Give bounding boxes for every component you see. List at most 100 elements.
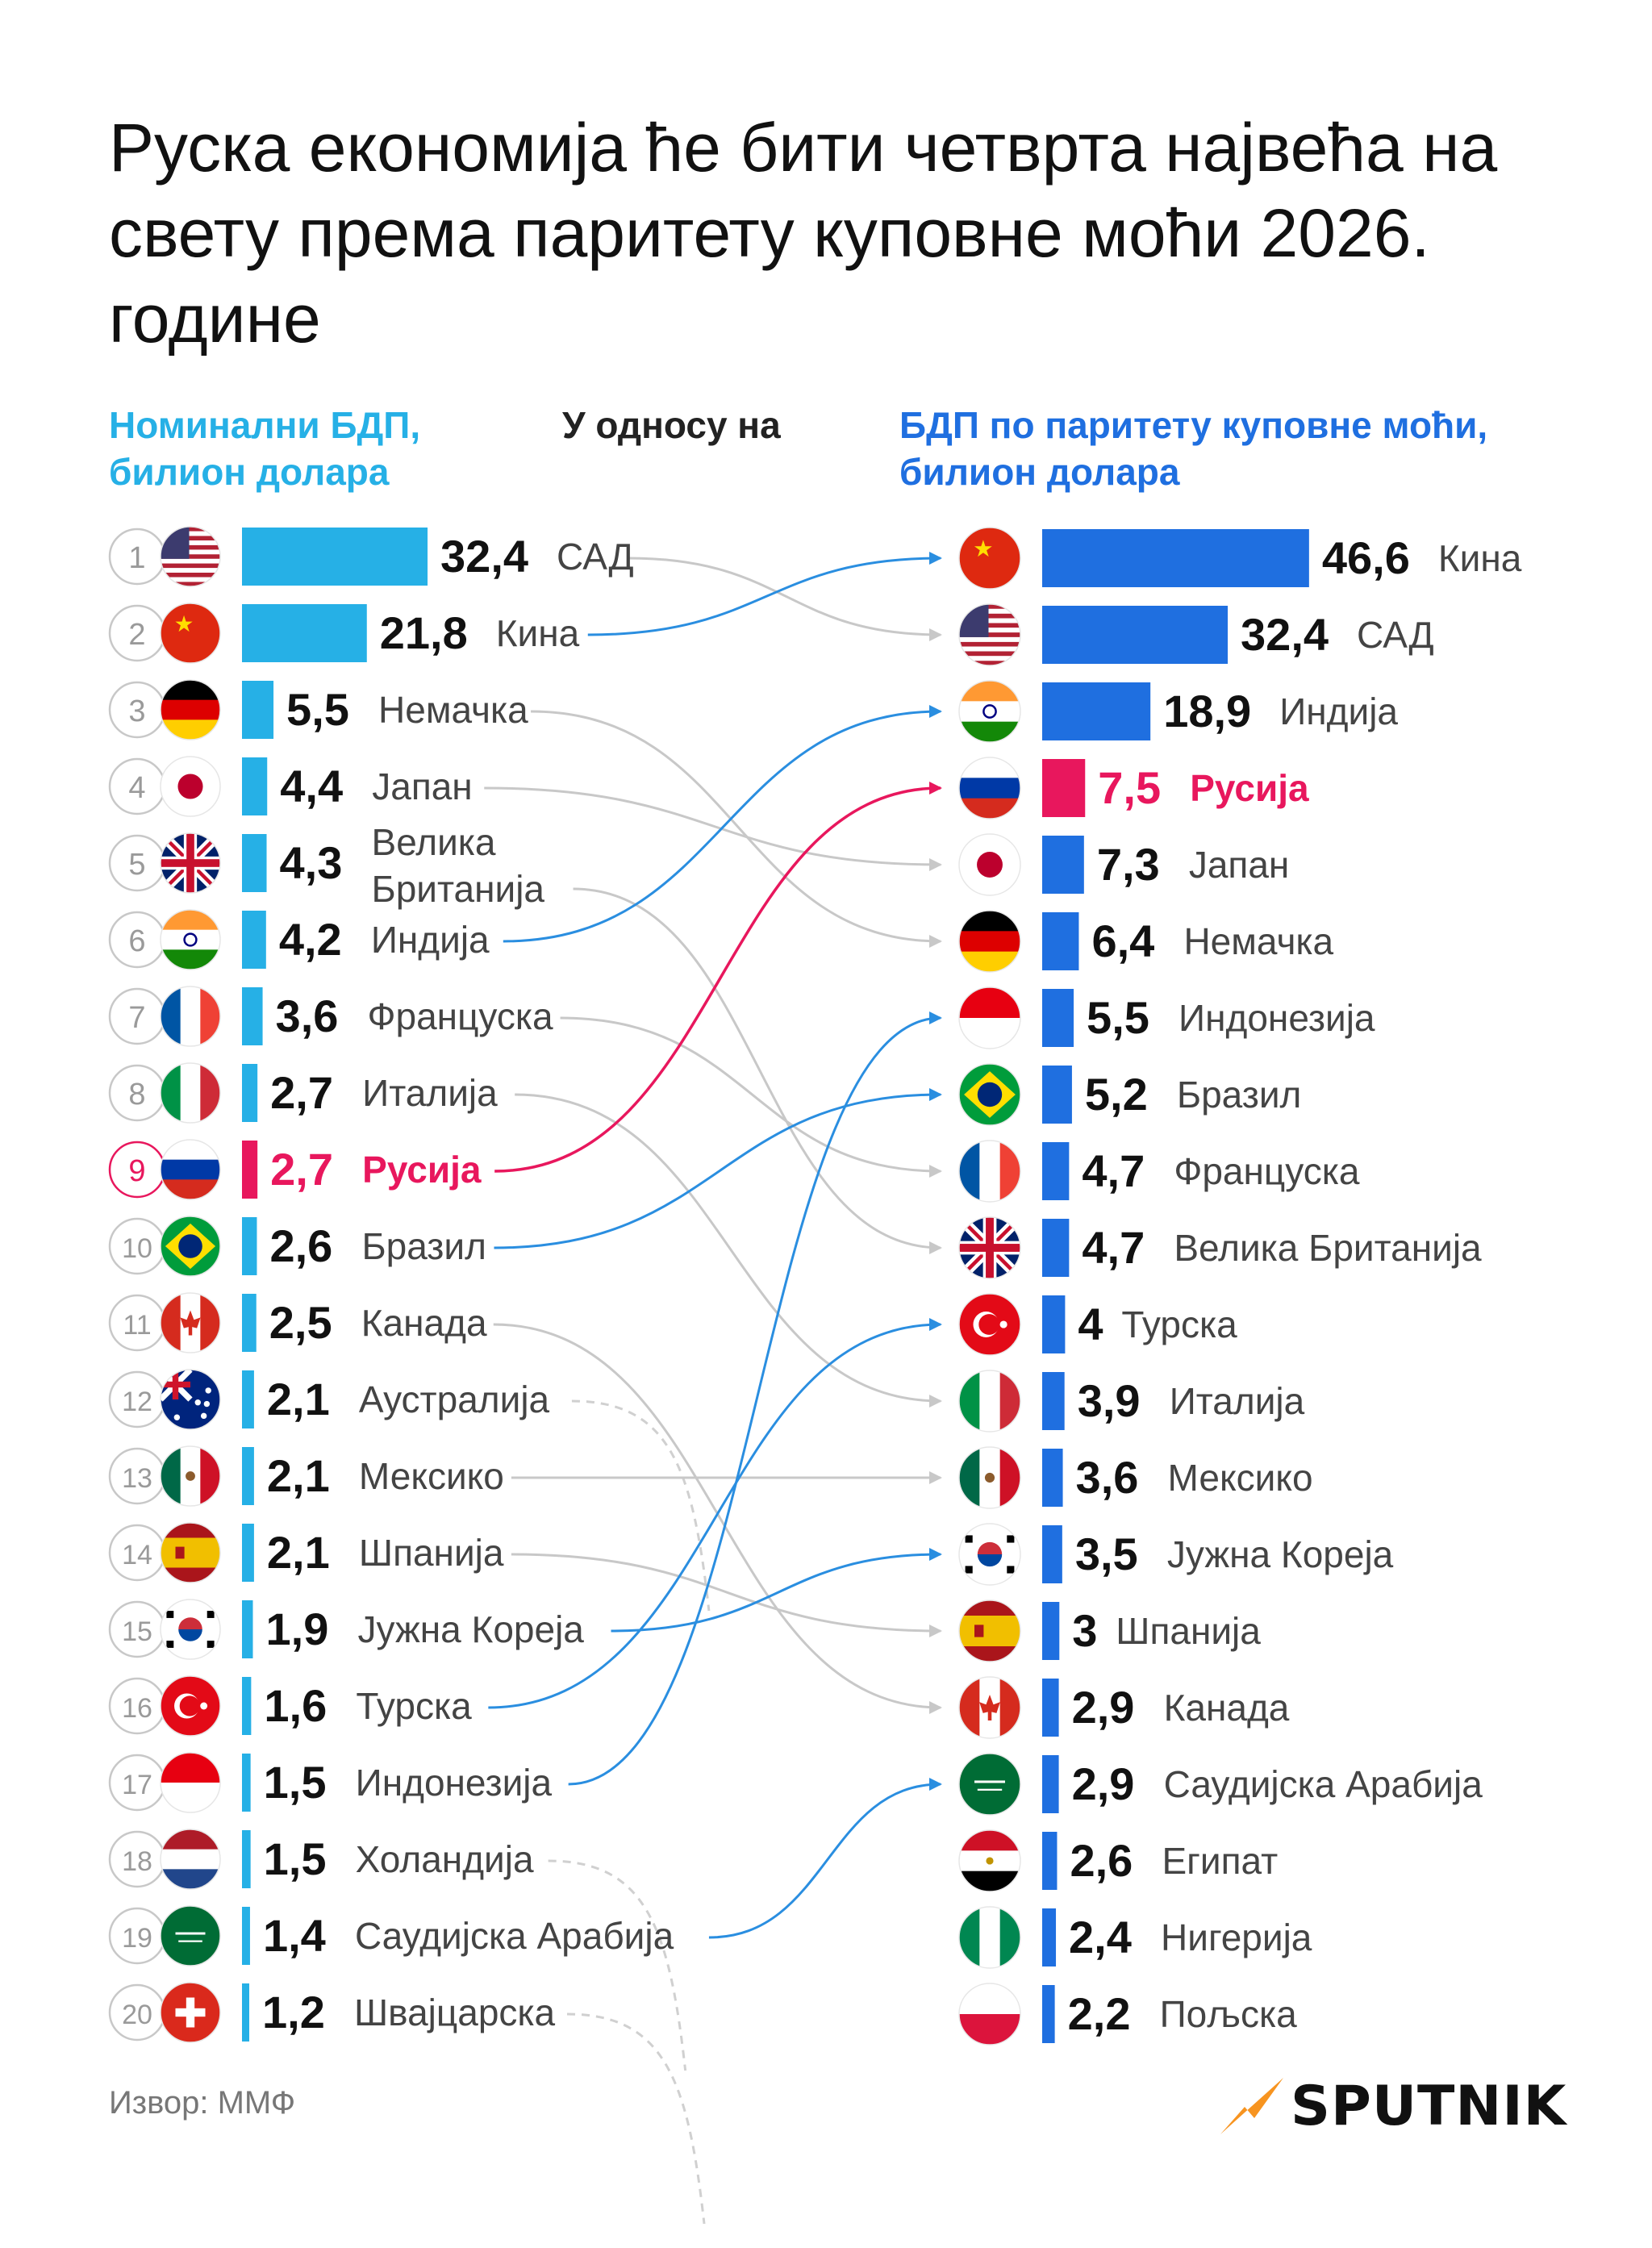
value-label: 2,7 — [270, 1067, 333, 1118]
sa-flag — [160, 1905, 221, 1966]
ng-flag — [958, 1906, 1021, 1969]
connector-line — [531, 710, 941, 943]
ppp-bar — [1042, 989, 1074, 1047]
rank-number: 18 — [122, 1846, 152, 1877]
right-row: 18,9 Индија — [958, 680, 1398, 743]
value-label: 4 — [1078, 1299, 1103, 1349]
left-row: 17 1,5 Индонезија — [108, 1752, 553, 1813]
in-flag — [160, 909, 221, 970]
right-row: 7,3 Јапан — [958, 833, 1289, 896]
left-row: 18 1,5 Холандија — [108, 1829, 534, 1890]
connector-line — [587, 557, 941, 636]
value-label: 1,6 — [264, 1680, 327, 1731]
value-label: 4,3 — [280, 837, 343, 888]
id-flag — [160, 1752, 221, 1813]
connector-line-dropped — [566, 2012, 706, 2225]
right-row: 5,2 Бразил — [958, 1063, 1301, 1126]
connector-arrow — [929, 1011, 942, 1024]
tr-flag — [160, 1675, 221, 1737]
value-label: 1,2 — [262, 1987, 325, 2037]
ppp-bar — [1042, 1832, 1058, 1890]
rank-number: 4 — [128, 771, 145, 805]
connector-line — [511, 1553, 941, 1633]
left-row: 10 2,6 Бразил — [108, 1216, 486, 1277]
kr-flag — [160, 1599, 221, 1660]
country-label: Саудијска Арабија — [1164, 1763, 1483, 1805]
connector-line — [494, 786, 941, 1173]
country-label: Британија — [372, 868, 545, 910]
sputnik-logo: SPUTNIK — [1291, 2075, 1567, 2138]
country-label: Мексико — [1168, 1457, 1313, 1499]
country-label: Немачка — [378, 689, 528, 731]
connector-line — [573, 887, 941, 1249]
country-label: Француска — [368, 995, 554, 1037]
left-row: 20 1,2 Швајцарска — [108, 1982, 556, 2043]
rank-number: 1 — [128, 541, 145, 575]
ppp-bar — [1042, 606, 1229, 664]
nominal-bar — [242, 1600, 253, 1658]
ppp-bar — [1042, 1295, 1066, 1353]
connector-line — [560, 1016, 941, 1173]
value-label: 2,5 — [269, 1297, 332, 1348]
nominal-bar — [242, 1370, 254, 1428]
br-flag — [160, 1216, 221, 1277]
source-note: Извор: ММФ — [109, 2085, 296, 2121]
ppp-bar — [1042, 1985, 1055, 2043]
value-label: 5,5 — [286, 684, 349, 735]
country-label: Јужна Кореја — [1167, 1533, 1394, 1575]
value-label: 4,7 — [1082, 1145, 1145, 1196]
ppp-bar — [1042, 682, 1151, 740]
connector-line — [488, 1323, 941, 1709]
connector-arrow — [929, 1778, 942, 1791]
ppp-bar — [1042, 529, 1309, 587]
value-label: 1,9 — [265, 1604, 328, 1654]
left-row: 12 2,1 Аустралија — [108, 1369, 550, 1430]
it-flag — [958, 1370, 1021, 1433]
left-row: 2 ★ 21,8 Кина — [108, 603, 580, 664]
rank-number: 7 — [128, 1001, 145, 1035]
connector-arrow — [929, 782, 942, 795]
nominal-bar — [242, 1524, 254, 1582]
value-label: 7,3 — [1097, 839, 1160, 890]
nominal-gdp-column: 1 32,4 САД 2 ★ 21,8 Кина 3 5,5 Немачка 4 4,4 Јапан 5 4… — [108, 526, 674, 2043]
value-label: 2,6 — [1070, 1835, 1133, 1886]
rank-number: 8 — [128, 1078, 145, 1111]
ppp-bar — [1042, 1449, 1063, 1507]
rank-number: 6 — [128, 924, 145, 958]
nominal-bar — [242, 1064, 258, 1122]
svg-text:★: ★ — [973, 536, 994, 562]
right-row: 2,2 Пољска — [958, 1983, 1297, 2046]
country-label: Јапан — [372, 765, 472, 807]
country-label: Аустралија — [359, 1378, 550, 1420]
country-label: Пољска — [1160, 1993, 1297, 2035]
left-column-header: Номинални БДП, билион долара — [109, 404, 421, 493]
connector-line-dropped — [548, 1859, 687, 2071]
ppp-bar — [1042, 1755, 1059, 1813]
value-label: 2,7 — [270, 1144, 333, 1195]
cn-flag: ★ — [958, 527, 1021, 590]
connector-line — [494, 1093, 941, 1249]
right-row: 4,7 Велика Британија — [958, 1216, 1482, 1279]
ppp-bar — [1042, 912, 1079, 970]
in-flag — [958, 680, 1021, 743]
ppp-bar — [1042, 1679, 1059, 1737]
right-row: 3,5 Јужна Кореја — [958, 1523, 1394, 1586]
fr-flag — [160, 986, 221, 1047]
value-label: 5,5 — [1087, 992, 1149, 1043]
value-label: 32,4 — [1241, 609, 1329, 660]
ru-flag — [160, 1139, 221, 1200]
right-row: 2,9 Канада — [958, 1676, 1290, 1739]
mx-flag — [958, 1446, 1021, 1509]
country-label: Индонезија — [356, 1762, 553, 1804]
ca-flag — [160, 1292, 221, 1353]
left-row: 6 4,2 Индија — [108, 909, 490, 970]
connector-line — [484, 786, 941, 866]
country-label: Русија — [1190, 767, 1309, 809]
right-row: 3,9 Италија — [958, 1370, 1305, 1433]
value-label: 5,2 — [1085, 1069, 1148, 1120]
country-label: Индија — [371, 919, 490, 961]
es-flag — [958, 1599, 1021, 1662]
value-label: 2,4 — [1069, 1912, 1132, 1962]
